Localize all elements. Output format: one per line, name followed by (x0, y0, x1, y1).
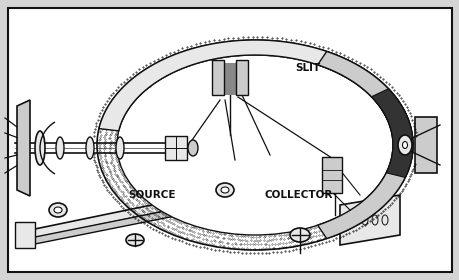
Ellipse shape (126, 234, 144, 246)
Ellipse shape (35, 131, 45, 165)
Polygon shape (30, 195, 205, 238)
Ellipse shape (216, 183, 234, 197)
Bar (212, 60, 224, 95)
Ellipse shape (402, 141, 407, 148)
Ellipse shape (116, 137, 124, 159)
Ellipse shape (56, 137, 64, 159)
Ellipse shape (86, 137, 94, 159)
Bar (414, 117, 436, 173)
Polygon shape (30, 203, 205, 245)
Text: SLIT: SLIT (294, 63, 319, 73)
Ellipse shape (220, 187, 229, 193)
Bar (224, 63, 235, 95)
Ellipse shape (397, 135, 411, 155)
Bar (321, 157, 341, 193)
Ellipse shape (54, 207, 62, 213)
Polygon shape (15, 222, 35, 248)
Text: SOURCE: SOURCE (128, 190, 175, 200)
Polygon shape (317, 52, 412, 239)
Ellipse shape (188, 140, 197, 156)
Ellipse shape (49, 203, 67, 217)
Polygon shape (17, 100, 30, 196)
Text: COLLECTOR: COLLECTOR (264, 190, 333, 200)
Ellipse shape (117, 55, 392, 235)
Polygon shape (99, 40, 410, 131)
Bar (165, 136, 187, 160)
Bar (235, 60, 247, 95)
Polygon shape (339, 195, 399, 245)
Ellipse shape (289, 228, 309, 242)
Polygon shape (371, 89, 412, 178)
